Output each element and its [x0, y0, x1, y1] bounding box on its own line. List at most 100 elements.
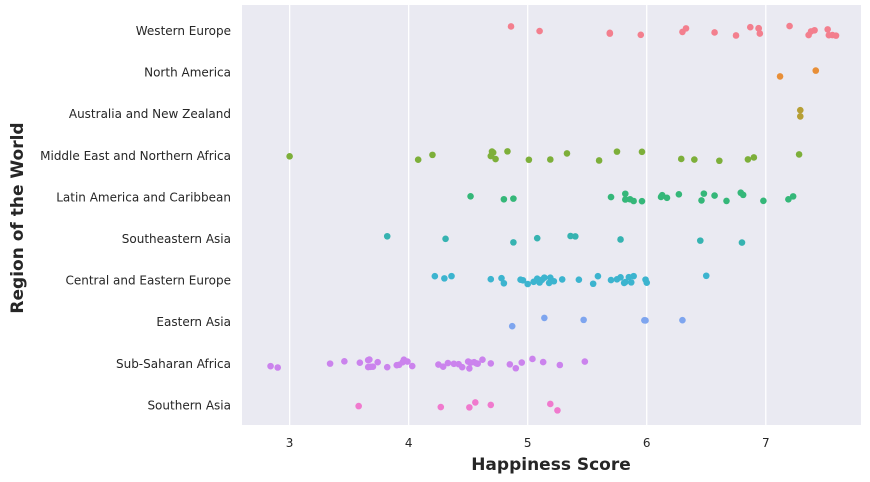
data-point: [622, 278, 629, 286]
y-tick-label: Latin America and Caribbean: [56, 190, 231, 204]
data-point: [326, 360, 334, 367]
data-point: [366, 356, 373, 363]
data-point: [458, 363, 466, 371]
data-point: [341, 358, 348, 365]
data-point: [702, 272, 710, 280]
data-point: [274, 364, 282, 371]
data-point: [525, 156, 533, 164]
data-point: [630, 197, 637, 205]
data-point: [732, 32, 740, 39]
data-point: [696, 237, 704, 244]
y-tick-label: Central and Eastern Europe: [65, 274, 231, 288]
data-point: [355, 402, 362, 410]
data-point: [498, 274, 505, 282]
data-point: [812, 67, 820, 74]
data-point: [524, 280, 531, 288]
data-point: [580, 316, 587, 324]
plot-area: [242, 5, 861, 425]
data-point: [698, 197, 705, 204]
data-point: [746, 23, 754, 31]
data-point: [567, 232, 574, 240]
data-point: [675, 191, 683, 198]
data-point: [500, 279, 508, 287]
data-point: [374, 358, 382, 366]
data-point: [541, 274, 548, 281]
data-point: [414, 156, 422, 164]
y-tick-label: Sub-Saharan Africa: [116, 357, 231, 371]
x-tick-labels: 3 4 5 6 7: [286, 436, 770, 450]
data-point: [711, 29, 718, 36]
data-point: [536, 27, 543, 35]
data-point: [518, 359, 526, 366]
data-point: [630, 272, 637, 280]
data-point: [437, 403, 445, 411]
y-axis-title: Region of the World: [8, 122, 28, 313]
data-point: [796, 106, 804, 114]
data-point: [723, 197, 730, 205]
data-point: [369, 363, 377, 370]
data-point: [508, 322, 516, 330]
y-tick-label: Southeastern Asia: [122, 232, 231, 246]
y-tick-label: North America: [144, 66, 231, 80]
data-point: [500, 195, 508, 203]
data-point: [479, 356, 486, 363]
data-point: [472, 399, 479, 406]
data-point: [607, 193, 615, 201]
data-point: [448, 272, 455, 280]
data-point: [529, 355, 536, 363]
data-point: [796, 113, 804, 120]
data-point: [442, 235, 449, 243]
data-point: [627, 279, 635, 286]
data-point: [429, 151, 436, 159]
data-point: [487, 275, 495, 283]
y-tick-label: Australia and New Zealand: [69, 107, 231, 121]
data-point: [811, 26, 818, 34]
data-point: [617, 274, 624, 281]
y-tick-label: Middle East and Northern Africa: [40, 149, 231, 163]
data-point: [547, 400, 554, 408]
data-point: [510, 239, 517, 246]
data-point: [711, 192, 718, 199]
data-point: [575, 276, 583, 284]
data-point: [607, 276, 615, 284]
y-tick-label: Southern Asia: [147, 398, 231, 412]
data-point: [643, 279, 651, 286]
data-point: [581, 358, 589, 365]
data-point: [637, 31, 645, 39]
data-point: [622, 190, 629, 198]
data-point: [824, 26, 831, 33]
data-point: [408, 362, 416, 370]
data-point: [786, 22, 793, 30]
data-point: [558, 276, 566, 283]
y-tick-label: Western Europe: [136, 24, 231, 38]
data-point: [450, 360, 458, 368]
data-point: [466, 404, 473, 411]
x-tick-label: 6: [643, 436, 651, 450]
data-point: [755, 25, 762, 32]
data-point: [595, 157, 603, 164]
data-point: [383, 232, 391, 240]
data-point: [682, 25, 690, 32]
data-point: [556, 361, 564, 369]
data-point: [506, 361, 514, 368]
data-point: [510, 195, 517, 202]
gridlines: [288, 5, 767, 425]
data-point: [606, 29, 614, 37]
data-point: [444, 359, 452, 367]
data-point: [441, 275, 448, 282]
data-point: [439, 363, 447, 370]
data-point: [789, 193, 797, 200]
data-point: [547, 156, 554, 163]
data-point: [785, 196, 792, 203]
data-point: [404, 358, 411, 365]
data-point: [541, 314, 548, 322]
x-tick-label: 5: [524, 436, 532, 450]
data-point: [554, 407, 561, 414]
data-point: [286, 153, 293, 160]
data-point: [638, 197, 646, 205]
data-point: [487, 360, 495, 367]
data-point: [504, 148, 511, 155]
x-tick-label: 4: [405, 436, 413, 450]
data-point: [750, 154, 758, 161]
